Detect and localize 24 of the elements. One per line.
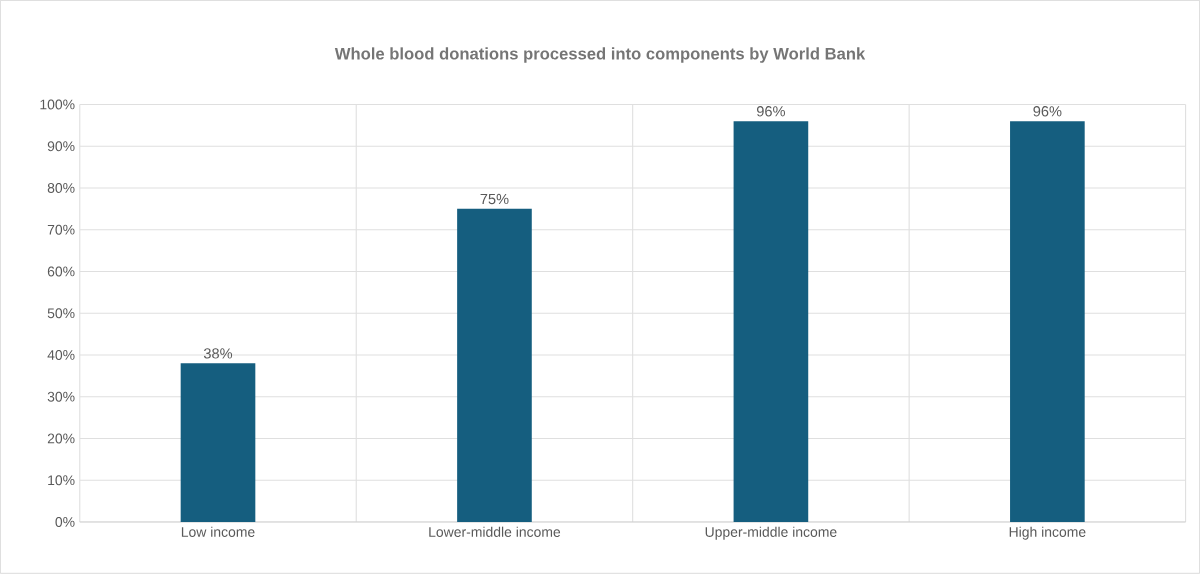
y-tick-label: 100% bbox=[40, 99, 75, 110]
y-tick-label: 10% bbox=[48, 475, 75, 486]
bar bbox=[733, 121, 809, 523]
y-tick-label: 30% bbox=[47, 391, 75, 402]
y-tick-label: 70% bbox=[47, 224, 75, 235]
y-tick-label: 50% bbox=[47, 308, 75, 319]
data-label: 38% bbox=[203, 348, 233, 359]
data-label: 96% bbox=[756, 106, 785, 117]
x-tick-label: Lower-middle income bbox=[429, 526, 561, 538]
bar bbox=[1010, 121, 1085, 523]
y-tick-label: 90% bbox=[47, 141, 75, 152]
x-tick-label: Low income bbox=[181, 526, 255, 538]
y-tick-label: 0% bbox=[55, 517, 75, 528]
bar bbox=[457, 208, 532, 523]
y-tick-label: 60% bbox=[47, 266, 75, 277]
x-tick-label: High income bbox=[1009, 526, 1086, 540]
y-tick-label: 40% bbox=[47, 350, 75, 361]
chart-title: Whole blood donations processed into components by World Bank bbox=[334, 47, 866, 63]
bar bbox=[180, 363, 256, 523]
y-tick-label: 20% bbox=[47, 433, 75, 444]
data-label: 75% bbox=[480, 194, 509, 205]
data-label: 96% bbox=[1033, 106, 1062, 117]
x-tick-label: Upper-middle income bbox=[705, 526, 837, 540]
y-tick-label: 80% bbox=[47, 183, 75, 194]
